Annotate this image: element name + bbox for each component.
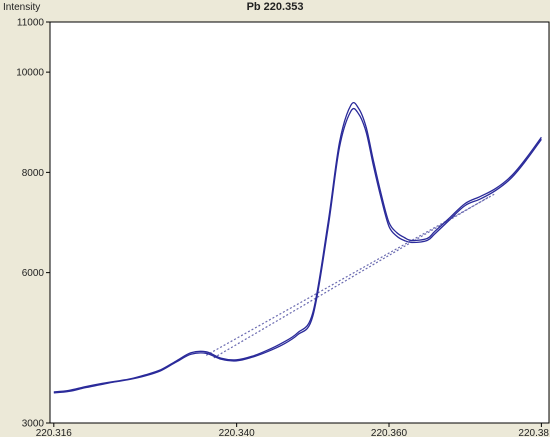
series-line (53, 102, 542, 393)
y-tick-label: 8000 (22, 168, 45, 179)
x-tick-label: 220.360 (371, 428, 408, 437)
y-tick-label: 11000 (17, 18, 45, 29)
chart-header: Pb 220.353 Intensity (0, 0, 550, 18)
y-axis-label: Intensity (3, 2, 41, 13)
y-tick-label: 3000 (22, 419, 45, 430)
y-tick-label: 10000 (16, 68, 44, 79)
x-tick-label: 220.38 (518, 428, 549, 437)
chart-title: Pb 220.353 (246, 1, 304, 13)
x-tick-label: 220.340 (219, 428, 256, 437)
plot-area (49, 21, 550, 424)
series-line (53, 107, 542, 394)
y-tick-label: 6000 (22, 268, 45, 279)
x-tick-label: 220.316 (36, 428, 73, 437)
